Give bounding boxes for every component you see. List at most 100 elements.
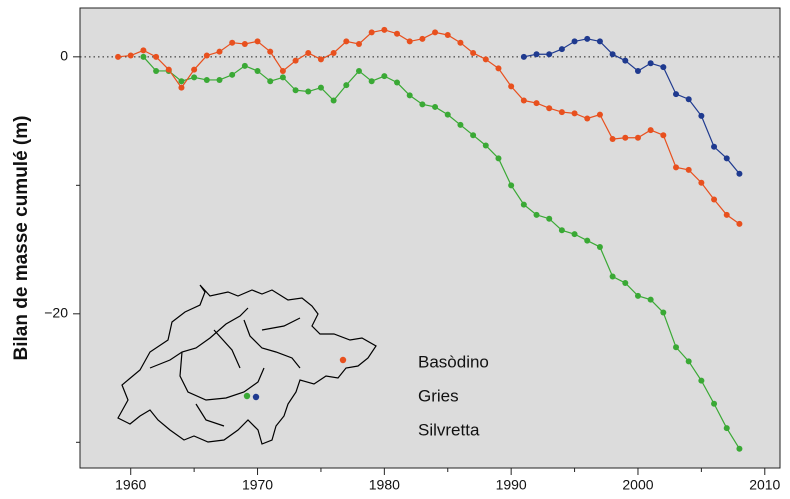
data-point — [634, 134, 641, 141]
data-point — [596, 243, 603, 250]
data-point — [343, 82, 350, 89]
data-point — [419, 101, 426, 108]
data-point — [736, 170, 743, 177]
data-point — [406, 38, 413, 45]
data-point — [229, 71, 236, 78]
data-point — [241, 40, 248, 47]
data-point — [647, 296, 654, 303]
data-point — [343, 38, 350, 45]
data-point — [191, 74, 198, 81]
data-point — [444, 31, 451, 38]
data-point — [622, 279, 629, 286]
data-point — [584, 237, 591, 244]
data-point — [711, 143, 718, 150]
data-point — [495, 155, 502, 162]
data-point — [520, 53, 527, 60]
data-point — [533, 211, 540, 218]
data-point — [330, 97, 337, 104]
legend-entry: Gries — [418, 386, 459, 405]
data-point — [381, 73, 388, 80]
data-point — [368, 29, 375, 36]
data-point — [305, 88, 312, 95]
data-point — [520, 201, 527, 208]
y-tick-label: −20 — [44, 305, 68, 321]
data-point — [317, 56, 324, 63]
data-point — [533, 100, 540, 107]
data-point — [634, 67, 641, 74]
legend-entry: Basòdino — [418, 352, 489, 371]
data-point — [723, 155, 730, 162]
x-tick-label: 1960 — [115, 477, 146, 493]
data-point — [647, 127, 654, 134]
data-point — [660, 309, 667, 316]
data-point — [711, 400, 718, 407]
data-point — [723, 211, 730, 218]
data-point — [647, 60, 654, 67]
data-point — [279, 67, 286, 74]
data-point — [711, 196, 718, 203]
data-point — [520, 97, 527, 104]
data-point — [622, 134, 629, 141]
map-dot-silvretta — [339, 356, 347, 364]
plot-frame — [79, 7, 781, 469]
data-point — [533, 51, 540, 58]
data-point — [178, 78, 185, 85]
map-dot-gries — [243, 392, 251, 400]
data-point — [571, 231, 578, 238]
map-dot-basodino — [252, 393, 260, 401]
data-point — [267, 48, 274, 55]
data-point — [495, 65, 502, 72]
data-point — [355, 40, 362, 47]
data-point — [153, 67, 160, 74]
data-point — [115, 53, 122, 60]
data-point — [736, 445, 743, 452]
data-point — [571, 38, 578, 45]
data-point — [596, 38, 603, 45]
data-point — [673, 344, 680, 351]
data-point — [229, 39, 236, 46]
data-point — [698, 112, 705, 119]
data-point — [546, 51, 553, 58]
data-point — [432, 103, 439, 110]
data-point — [317, 84, 324, 91]
x-tick-label: 2000 — [622, 477, 653, 493]
data-point — [482, 56, 489, 63]
data-point — [267, 78, 274, 85]
y-axis-label: Bilan de masse cumulé (m) — [11, 116, 32, 361]
data-point — [558, 46, 565, 53]
data-point — [698, 179, 705, 186]
data-point — [279, 74, 286, 81]
map-switzerland — [117, 284, 377, 445]
data-point — [584, 35, 591, 42]
data-point — [546, 105, 553, 112]
data-point — [444, 111, 451, 118]
x-tick-label: 1970 — [242, 477, 273, 493]
data-point — [406, 92, 413, 99]
data-point — [508, 83, 515, 90]
data-point — [203, 52, 210, 59]
data-point — [254, 38, 261, 45]
data-point — [241, 62, 248, 69]
data-point — [368, 78, 375, 85]
data-point — [660, 64, 667, 71]
data-point — [546, 215, 553, 222]
data-point — [470, 49, 477, 56]
legend-entry: Silvretta — [418, 420, 480, 439]
data-point — [571, 110, 578, 117]
data-point — [292, 57, 299, 64]
data-point — [723, 425, 730, 432]
data-point — [419, 35, 426, 42]
data-point — [558, 109, 565, 116]
data-point — [165, 66, 172, 73]
data-point — [685, 96, 692, 103]
data-point — [140, 53, 147, 60]
data-point — [457, 39, 464, 46]
data-point — [660, 132, 667, 139]
data-point — [140, 47, 147, 54]
data-point — [216, 48, 223, 55]
data-point — [609, 51, 616, 58]
data-point — [254, 67, 261, 74]
data-point — [609, 273, 616, 280]
data-point — [685, 166, 692, 173]
